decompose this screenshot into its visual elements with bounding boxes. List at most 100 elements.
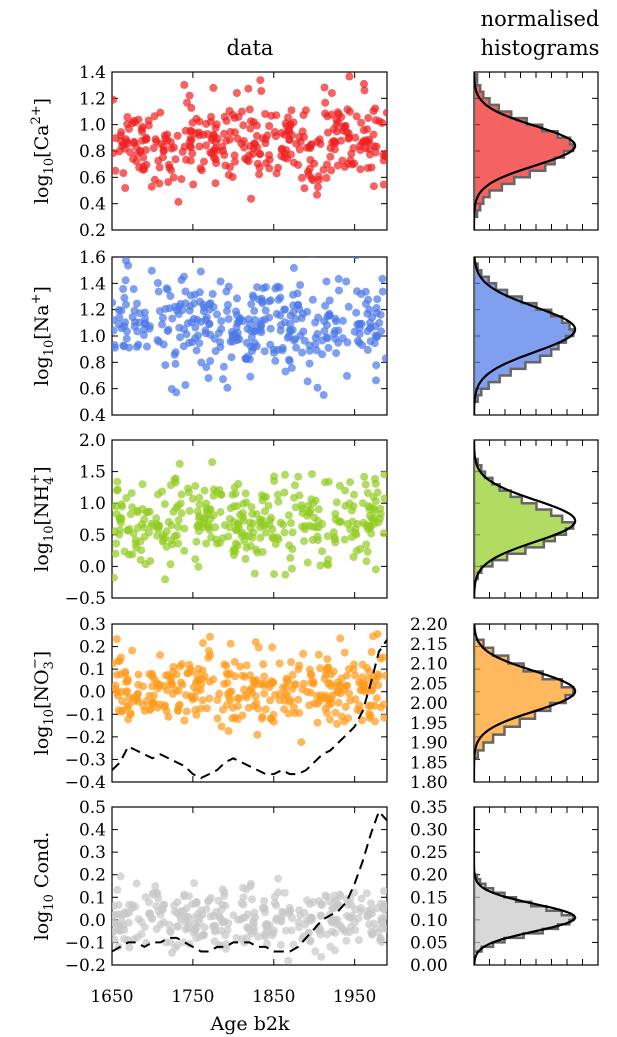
scatter-point: [366, 150, 374, 159]
scatter-point: [297, 501, 306, 510]
scatter-point: [325, 311, 334, 320]
scatter-point: [199, 639, 207, 647]
scatter-point: [175, 323, 184, 332]
scatter-point: [161, 575, 170, 584]
scatter-point: [161, 304, 170, 313]
scatter-point: [217, 926, 226, 935]
scatter-point: [115, 926, 124, 935]
gaussian-fit-ca: [474, 72, 577, 230]
scatter-point: [240, 143, 249, 152]
scatter-point: [272, 169, 281, 178]
scatter-point: [324, 477, 333, 486]
x-axis-label: Age b2k: [210, 1013, 290, 1035]
scatter-point: [145, 528, 153, 537]
scatter-point: [284, 956, 293, 965]
scatter-point: [357, 118, 366, 127]
ylabel-nh4: log10[NH4+]: [28, 466, 57, 571]
scatter-point: [223, 306, 231, 315]
scatter-point: [154, 524, 163, 533]
scatter-point: [351, 133, 360, 142]
scatter-point: [368, 930, 377, 939]
scatter-point: [132, 342, 141, 351]
scatter-point: [209, 491, 218, 500]
scatter-point: [118, 697, 127, 706]
scatter-point: [224, 532, 233, 541]
scatter-point: [224, 170, 233, 179]
scatter-point: [176, 915, 185, 924]
secondary-ytick-label: 1.90: [410, 734, 448, 754]
scatter-point: [380, 470, 387, 479]
ytick-label: 2.0: [79, 431, 106, 451]
scatter-point: [231, 157, 239, 166]
scatter-point: [314, 183, 322, 191]
scatter-point: [286, 906, 295, 915]
scatter-point: [180, 524, 189, 533]
scatter-point: [133, 524, 142, 532]
scatter-point: [274, 888, 283, 897]
scatter-point: [365, 709, 374, 718]
scatter-point: [222, 116, 231, 125]
scatter-point: [120, 935, 129, 943]
secondary-ytick-label: 0.10: [410, 911, 448, 931]
scatter-point: [213, 696, 222, 704]
scatter-point: [257, 316, 266, 325]
scatter-point: [307, 671, 316, 680]
scatter-point: [112, 326, 118, 335]
scatter-point: [112, 549, 120, 558]
scatter-point: [192, 922, 201, 931]
scatter-point: [330, 329, 339, 338]
scatter-point: [308, 470, 316, 478]
secondary-ytick-label: 1.85: [410, 753, 448, 773]
scatter-point: [252, 121, 261, 130]
scatter-point: [158, 537, 167, 546]
scatter-point: [369, 107, 378, 115]
secondary-ytick-label: 0.30: [410, 821, 448, 841]
scatter-point: [248, 291, 257, 300]
scatter-point: [378, 274, 387, 283]
scatter-point: [177, 490, 186, 499]
scatter-point: [209, 83, 218, 92]
scatter-point: [319, 391, 328, 399]
scatter-point: [117, 306, 126, 315]
scatter-point: [224, 282, 233, 291]
scatter-point: [121, 184, 130, 192]
scatter-point: [170, 907, 179, 916]
scatter-point: [298, 348, 307, 357]
scatter-point: [178, 147, 187, 156]
scatter-point: [175, 459, 184, 468]
scatter-point: [285, 135, 294, 144]
scatter-point: [321, 301, 330, 310]
scatter-point: [306, 937, 315, 946]
scatter-point: [128, 503, 137, 512]
scatter-point: [174, 516, 183, 525]
scatter-point: [352, 257, 361, 260]
scatter-point: [194, 527, 203, 536]
scatter-point: [349, 553, 358, 561]
scatter-point: [143, 507, 152, 516]
scatter-point: [380, 900, 387, 909]
scatter-point: [183, 319, 192, 328]
ytick-label: 0.3: [79, 843, 106, 863]
scatter-point: [331, 510, 340, 518]
scatter-point: [167, 536, 176, 545]
scatter-point: [246, 542, 255, 550]
scatter-point: [265, 122, 274, 130]
ytick-label: 0.5: [79, 798, 106, 818]
scatter-point: [198, 696, 207, 705]
scatter-point: [184, 912, 192, 921]
scatter-point: [342, 128, 351, 136]
scatter-point: [139, 331, 148, 339]
scatter-point: [313, 718, 322, 727]
scatter-point: [272, 111, 281, 120]
hist-group-ca: [474, 72, 577, 230]
scatter-point: [364, 701, 373, 710]
scatter-point: [272, 901, 281, 910]
scatter-point: [331, 708, 340, 717]
scatter-point: [233, 502, 242, 511]
scatter-point: [298, 522, 307, 531]
scatter-point: [167, 166, 176, 175]
ylabel-cond: log10 Cond.: [31, 832, 57, 941]
ytick-label: 0.6: [79, 168, 106, 188]
scatter-point: [327, 166, 336, 175]
scatter-point: [224, 315, 233, 323]
